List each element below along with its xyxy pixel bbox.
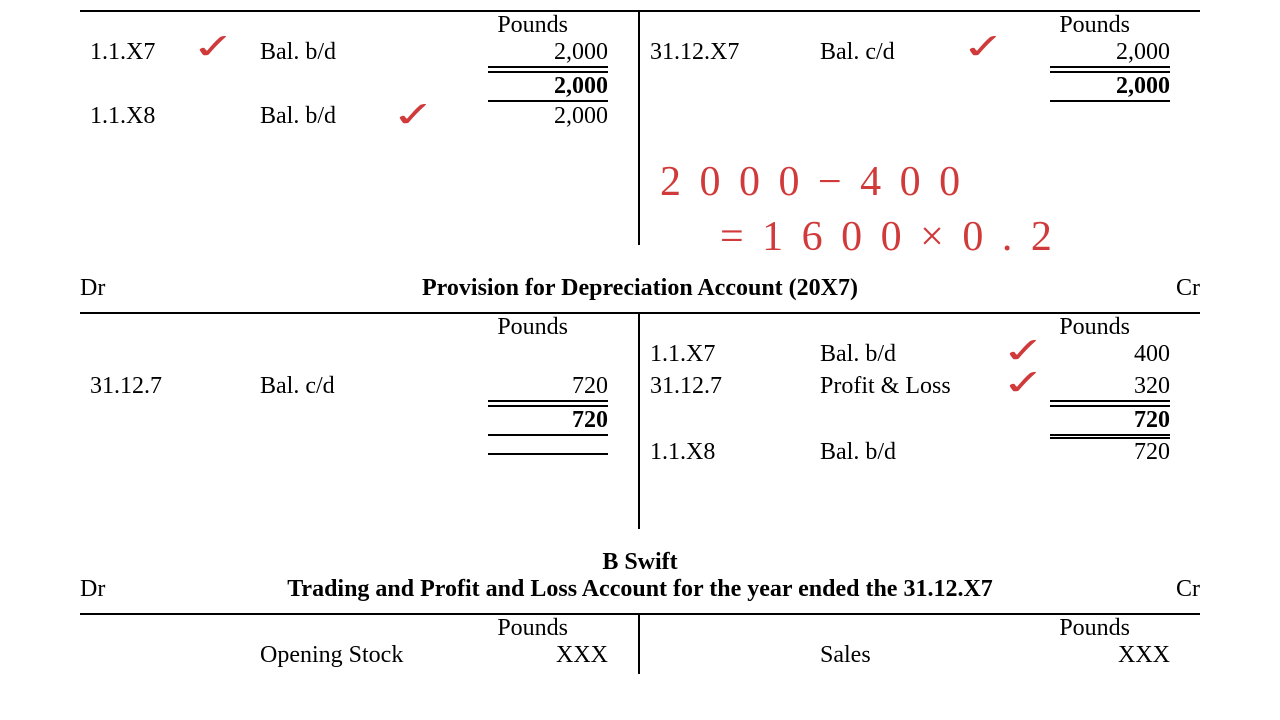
total-row: 2,000	[90, 71, 628, 103]
t-account-2: Pounds 31.12.7 Bal. c/d 720 720	[80, 314, 1200, 529]
entry-desc: Opening Stock	[260, 642, 448, 669]
account-title: Trading and Profit and Loss Account for …	[140, 576, 1140, 603]
entry-date: 1.1.X7	[90, 39, 260, 66]
t-account-1: Pounds 1.1.X7 Bal. b/d 2,000 ✓ 2,000 1.1…	[80, 12, 1200, 245]
ledger-entry: 31.12.X7 Bal. c/d 2,000 ✓	[650, 39, 1190, 71]
column-header: Pounds	[650, 314, 1190, 341]
total-amount: 720	[1050, 405, 1170, 436]
ledger-entry: 31.12.7 Bal. c/d 720	[90, 373, 628, 405]
ledger-entry: 1.1.X7 Bal. b/d 400 ✓	[650, 341, 1190, 373]
total-amount: 2,000	[488, 71, 608, 102]
entry-desc: Profit & Loss	[820, 373, 1010, 400]
entry-amount: 2,000	[488, 39, 608, 68]
entry-date: 31.12.7	[650, 373, 820, 400]
total-amount: 2,000	[1050, 71, 1170, 102]
entry-date: 31.12.7	[90, 373, 260, 400]
entry-date: 1.1.X7	[650, 341, 820, 368]
ledger-entry: Opening Stock XXX	[90, 642, 628, 674]
account-title: Provision for Depreciation Account (20X7…	[140, 275, 1140, 302]
company-name: B Swift	[80, 549, 1200, 576]
ledger-entry: Sales XXX	[650, 642, 1190, 674]
account-title-row: Dr Trading and Profit and Loss Account f…	[80, 576, 1200, 603]
dr-label: Dr	[80, 576, 140, 603]
entry-desc: Sales	[820, 642, 1010, 669]
entry-amount: 720	[488, 373, 608, 402]
debit-side: Pounds 1.1.X7 Bal. b/d 2,000 ✓ 2,000 1.1…	[80, 12, 640, 245]
entry-amount: XXX	[1050, 642, 1170, 669]
column-header: Pounds	[90, 12, 628, 39]
account-title-row: Dr Provision for Depreciation Account (2…	[80, 275, 1200, 302]
ledger-entry: 1.1.X8 Bal. b/d 720	[650, 437, 1190, 469]
total-amount: 720	[488, 405, 608, 436]
entry-desc: Bal. c/d	[820, 39, 1010, 66]
entry-date: 31.12.X7	[650, 39, 820, 66]
ledger-entry: 1.1.X8 Bal. b/d 2,000 ✓	[90, 103, 628, 135]
debit-side: Pounds Opening Stock XXX	[80, 615, 640, 674]
dr-label: Dr	[80, 275, 140, 302]
column-header: Pounds	[90, 314, 628, 341]
entry-amount: 320	[1050, 373, 1170, 402]
entry-desc: Bal. b/d	[260, 39, 448, 66]
debit-side: Pounds 31.12.7 Bal. c/d 720 720	[80, 314, 640, 529]
credit-side: Pounds 1.1.X7 Bal. b/d 400 ✓ 31.12.7 Pro…	[640, 314, 1200, 529]
entry-amount: 400	[1050, 341, 1170, 368]
entry-amount: 2,000	[1050, 39, 1170, 68]
ledger-entry: 1.1.X7 Bal. b/d 2,000 ✓	[90, 39, 628, 71]
entry-amount: XXX	[488, 642, 608, 669]
ledger-page: Pounds 1.1.X7 Bal. b/d 2,000 ✓ 2,000 1.1…	[80, 0, 1200, 674]
entry-desc: Bal. b/d	[820, 341, 1010, 368]
total-row: 720	[650, 405, 1190, 437]
t-account-3: Pounds Opening Stock XXX Pounds Sales XX…	[80, 615, 1200, 674]
credit-side: Pounds Sales XXX	[640, 615, 1200, 674]
total-row: 720	[90, 405, 628, 437]
cr-label: Cr	[1140, 576, 1200, 603]
entry-desc: Bal. b/d	[260, 103, 448, 130]
credit-side: Pounds 31.12.X7 Bal. c/d 2,000 ✓ 2,000	[640, 12, 1200, 245]
column-header: Pounds	[650, 615, 1190, 642]
cr-label: Cr	[1140, 275, 1200, 302]
entry-amount: 720	[1050, 437, 1170, 466]
entry-date: 1.1.X8	[90, 103, 260, 130]
total-row: 2,000	[650, 71, 1190, 103]
entry-date: 1.1.X8	[650, 439, 820, 466]
ledger-entry: 31.12.7 Profit & Loss 320 ✓	[650, 373, 1190, 405]
entry-desc: Bal. b/d	[820, 439, 1010, 466]
entry-desc: Bal. c/d	[260, 373, 448, 400]
entry-amount: 2,000	[488, 103, 608, 130]
column-header: Pounds	[90, 615, 628, 642]
column-header: Pounds	[650, 12, 1190, 39]
spacer	[90, 437, 628, 469]
